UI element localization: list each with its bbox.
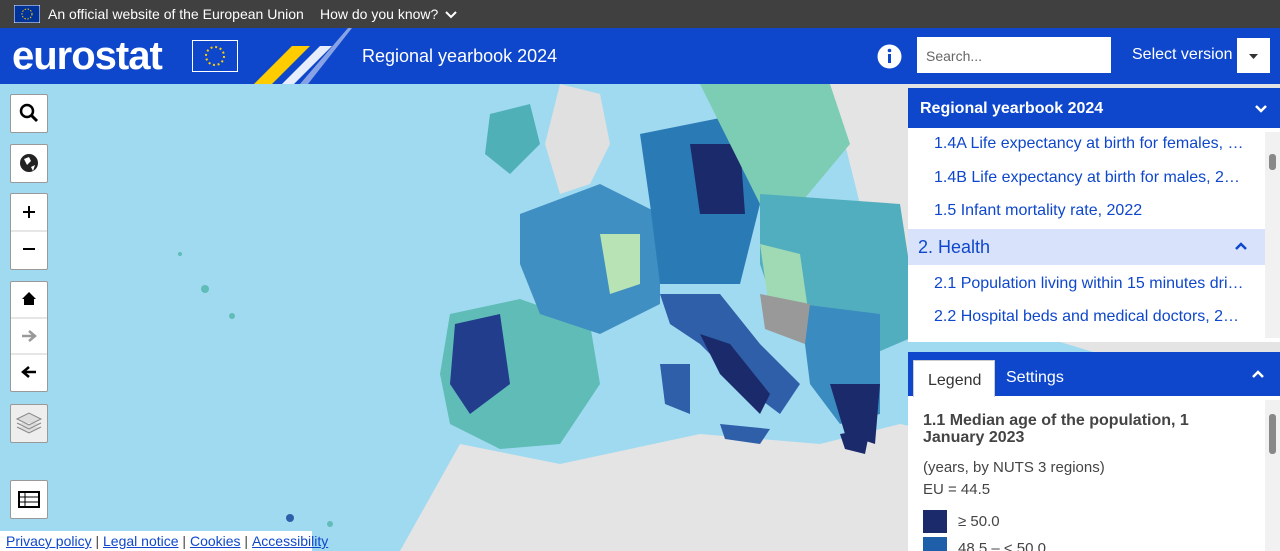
separator: | [178, 533, 190, 549]
footer-link[interactable]: Cookies [189, 533, 241, 549]
toc-panel: Regional yearbook 2024 2. Health [908, 88, 1280, 342]
version-dropdown[interactable] [1237, 38, 1270, 73]
settings-tab[interactable]: Settings [1006, 369, 1064, 386]
legend-subtitle: (years, by NUTS 3 regions) [923, 459, 1105, 476]
toc-item[interactable]: 1.4B Life expectancy at birth for males,… [934, 169, 1240, 186]
search-box[interactable]: Search... [917, 37, 1111, 73]
search-button[interactable] [10, 94, 48, 133]
back[interactable] [21, 366, 36, 378]
zoom-group [10, 193, 48, 270]
legend-tabs: Legend Settings [908, 352, 1280, 397]
header-title: Regional yearbook 2024 [362, 46, 558, 66]
legend-tab[interactable]: Legend [913, 360, 995, 397]
legend-swatch [923, 510, 947, 533]
toc-item[interactable]: 1.5 Infant mortality rate, 2022 [934, 202, 1143, 219]
scrollbar[interactable] [1265, 132, 1280, 338]
search-placeholder: Search... [926, 48, 983, 64]
legend-classes: ≥ 50.0 48.5 – < 50.0 [923, 510, 1253, 551]
table-button[interactable] [10, 480, 48, 519]
section-title: 2. Health [918, 237, 991, 257]
home[interactable] [22, 292, 36, 305]
section-row[interactable]: 2. Health [908, 229, 1265, 265]
eu-flag [14, 5, 40, 23]
legend-eu: EU = 44.5 [923, 481, 991, 498]
globe-button[interactable] [10, 144, 48, 183]
toc-title: Regional yearbook 2024 [920, 100, 1104, 117]
logo[interactable]: eurostat [12, 34, 163, 78]
nav-group [10, 281, 48, 392]
legend-label: ≥ 50.0 [958, 513, 1000, 530]
chevron [445, 11, 457, 19]
legend-swatch [923, 537, 947, 551]
banner-text: An official website of the European Unio… [48, 6, 304, 22]
layers-button[interactable] [10, 404, 48, 443]
logo-flag [192, 40, 238, 72]
legend-row: 48.5 – < 50.0 [923, 537, 1223, 551]
banner-link[interactable]: How do you know? [320, 6, 439, 22]
version-button[interactable]: Select version [1132, 46, 1233, 63]
toc-item[interactable]: 2.2 Hospital beds and medical doctors, 2… [934, 308, 1240, 325]
tab-label: Legend [928, 372, 982, 389]
legend-title: 1.1 Median age of the population, 1 Janu… [923, 412, 1189, 446]
toc-header[interactable]: Regional yearbook 2024 [908, 88, 1280, 128]
scrollbar[interactable] [1265, 400, 1280, 551]
header: eurostat Regional yearbook 2024 Search..… [0, 28, 1280, 84]
footer-link[interactable]: Privacy policy [6, 533, 92, 549]
logo-stripes [254, 28, 352, 84]
separator: | [91, 533, 104, 549]
toc-item[interactable]: 1.4A Life expectancy at birth for female… [934, 135, 1244, 152]
forward[interactable] [22, 330, 37, 342]
zoom-in[interactable] [23, 206, 35, 218]
footer-links: Privacy policy | Legal notice | Cookies … [0, 531, 328, 551]
footer-link[interactable]: Accessibility [251, 533, 329, 549]
separator: | [240, 533, 252, 549]
toc-item[interactable]: 2.1 Population living within 15 minutes … [934, 275, 1244, 292]
info-icon[interactable] [877, 44, 902, 69]
legend-panel: Legend Settings 1.1 Median age of the po… [908, 352, 1280, 551]
footer-link[interactable]: Legal notice [103, 533, 179, 549]
legend-row: ≥ 50.0 [923, 510, 1223, 534]
legend-label: 48.5 – < 50.0 [958, 540, 1046, 551]
eu-banner: An official website of the European Unio… [0, 0, 1280, 28]
